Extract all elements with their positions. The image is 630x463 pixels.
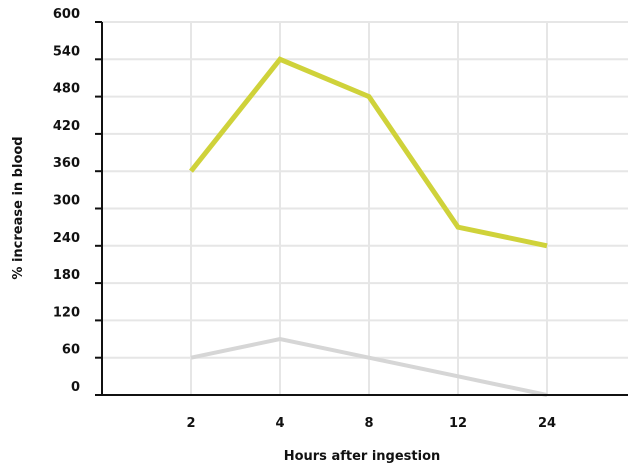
x-tick-label: 12 — [449, 416, 467, 431]
y-tick-label: 360 — [53, 156, 80, 171]
x-tick-label: 24 — [538, 416, 556, 431]
x-axis-title: Hours after ingestion — [284, 449, 441, 463]
y-tick-label: 540 — [53, 44, 80, 59]
x-tick-labels: 2 4 8 12 24 — [186, 416, 556, 431]
series-line-1 — [189, 56, 548, 249]
y-tick-label: 300 — [53, 194, 80, 209]
y-axis-title: % increase in blood — [11, 136, 26, 279]
x-tick-label: 4 — [275, 416, 284, 431]
y-tick-label: 120 — [53, 305, 80, 320]
x-tick-label: 2 — [186, 416, 195, 431]
y-tick-label: 420 — [53, 119, 80, 134]
y-tick-label: 240 — [53, 231, 80, 246]
series-line-2 — [190, 337, 548, 397]
grid — [102, 21, 628, 395]
y-tick-label: 60 — [62, 343, 80, 358]
y-tick-label: 180 — [53, 268, 80, 283]
y-tick-label: 480 — [53, 82, 80, 97]
y-tick-label: 600 — [53, 7, 80, 22]
x-tick-label: 8 — [364, 416, 373, 431]
y-tick-label: 0 — [71, 380, 80, 395]
y-tick-labels: 0 60 120 180 240 300 360 420 480 540 600 — [53, 7, 102, 396]
series-group — [189, 56, 548, 397]
